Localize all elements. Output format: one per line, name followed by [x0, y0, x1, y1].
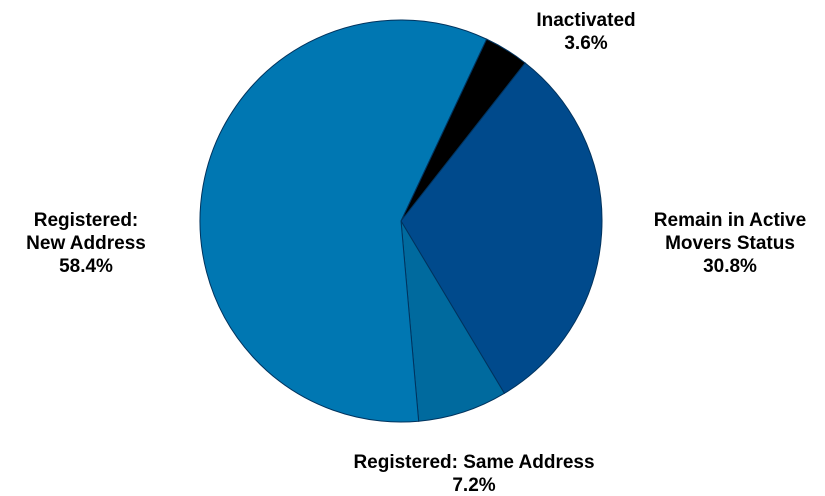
- slice-label-name-line: Inactivated: [536, 10, 635, 31]
- slice-label-name-line: Movers Status: [665, 233, 795, 254]
- slice-label-inactivated: Inactivated 3.6%: [536, 10, 635, 54]
- pie-slice-remain-in-active-movers-status: [400, 62, 603, 395]
- slice-labels: Inactivated 3.6% Remain in Active Movers St…: [26, 10, 806, 496]
- slice-label-registered-same-address: Registered: Same Address 7.2%: [353, 452, 594, 496]
- slice-label-name-line: Registered: Same Address: [353, 452, 594, 473]
- slice-label-name-line: Remain in Active: [654, 210, 806, 231]
- slice-label-name-line: Registered:: [34, 210, 139, 231]
- slice-value-label: 30.8%: [703, 256, 757, 277]
- slice-value-label: 3.6%: [564, 33, 607, 54]
- slice-label-registered-new-address: Registered: New Address 58.4%: [26, 210, 146, 277]
- pie-slice-registered-new-address: [199, 19, 488, 423]
- slice-label-name-line: New Address: [26, 233, 146, 254]
- pie-slices: [199, 19, 603, 423]
- slice-label-remain-in-active-movers-status: Remain in Active Movers Status 30.8%: [654, 210, 806, 277]
- slice-value-label: 7.2%: [452, 475, 495, 496]
- slice-value-label: 58.4%: [59, 256, 113, 277]
